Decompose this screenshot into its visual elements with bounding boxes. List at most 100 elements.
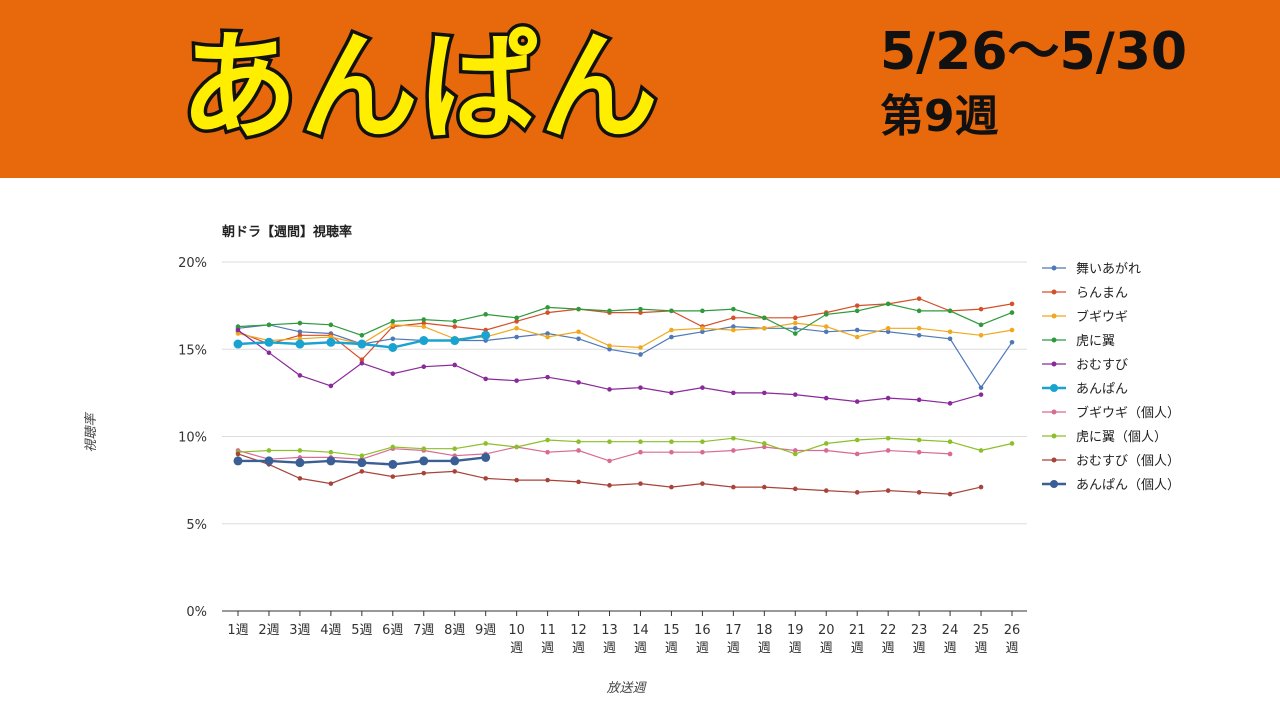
data-point [328,449,334,455]
data-point [823,448,829,453]
legend-item: あんぱん [1042,382,1128,397]
x-axis-ticks: 1週 2週 3週 4週 5週 6週 7週 8週 9週 10 週 11 週 12 週 13 週 14 週 15 週 16 週 1… [227,611,1020,656]
legend-label: 虎に翼 [1076,334,1115,349]
data-point [388,459,398,469]
data-point [731,448,736,453]
header-banner: あんぱん 5/26～5/30 第9週 [0,0,1280,178]
x-tick-label: 6週 [382,623,403,638]
data-point [947,329,953,335]
data-point [390,444,396,450]
data-point [854,327,860,333]
data-point [421,446,427,452]
data-point [359,469,365,474]
data-point [452,362,458,368]
data-point [388,343,398,353]
legend-item: 舞いあがれ [1042,262,1141,277]
data-point [762,315,767,321]
data-point [978,385,984,390]
data-point [545,334,550,340]
data-point [297,332,303,338]
x-tick-label: 22 週 [880,623,897,656]
series-group [233,296,1015,497]
data-point [421,470,427,476]
data-point [1009,327,1015,333]
data-point [607,439,612,445]
gridlines [222,261,1027,612]
legend-item: おむすび（個人） [1042,454,1180,469]
week-label: 第9週 [880,91,999,142]
data-point [669,390,674,396]
data-point [514,378,519,383]
data-point [266,350,272,356]
data-point [638,345,643,350]
legend-item: あんぱん（個人） [1042,478,1180,493]
legend-item: らんまん [1042,286,1128,301]
data-point [731,324,736,329]
series-line [237,322,1013,349]
data-point [638,306,643,312]
data-point [357,458,367,468]
y-axis-ticks: 0% 5% 10% 15% 20% [178,256,207,620]
data-point [947,451,953,457]
legend-label: 虎に翼（個人） [1076,430,1167,445]
data-point [1009,301,1015,307]
data-point [328,383,334,389]
data-point [700,481,705,486]
legend-label: おむすび [1076,358,1128,373]
data-point [545,305,550,310]
x-tick-label: 12 週 [570,623,587,656]
data-point [916,437,922,443]
x-tick-label: 11 週 [539,623,556,656]
data-point [233,456,243,466]
data-point [792,451,798,457]
data-point [762,390,767,396]
data-point [357,339,367,349]
data-point [823,488,829,493]
data-point [514,315,519,321]
data-point [669,327,674,333]
data-point [854,490,860,495]
data-point [916,490,922,495]
legend-swatch-marker [1051,361,1057,367]
series-6 [233,330,491,353]
data-point [762,326,767,331]
x-tick-label: 2週 [258,623,279,638]
legend-item: 虎に翼 [1042,334,1115,349]
data-point [947,439,953,445]
data-point [792,331,798,336]
drama-title: あんぱん [176,15,661,160]
data-point [700,308,705,314]
x-tick-label: 1週 [227,623,248,638]
data-point [947,401,953,406]
data-point [885,301,891,307]
data-point [762,444,767,450]
data-point [792,320,798,326]
data-point [792,315,798,321]
data-point [854,334,860,340]
x-tick-label: 17 週 [725,623,742,656]
data-point [607,483,612,488]
data-point [514,326,519,331]
data-point [669,308,674,314]
data-point [854,451,860,457]
data-point [762,441,767,446]
data-point [916,296,922,301]
x-tick-label: 23 週 [911,623,928,656]
data-point [947,308,953,314]
y-tick-label: 20% [178,256,207,271]
legend-swatch-marker [1051,289,1057,295]
data-point [266,322,272,328]
legend-label: ブギウギ（個人） [1076,405,1180,421]
data-point [854,437,860,443]
data-point [854,399,860,404]
x-tick-label: 19 週 [787,623,804,656]
data-point [297,476,303,481]
data-point [854,303,860,308]
data-point [576,306,581,312]
legend-label: おむすび（個人） [1076,454,1180,469]
data-point [823,329,829,335]
legend-item: 虎に翼（個人） [1042,430,1167,445]
data-point [359,357,365,363]
y-tick-label: 5% [186,518,207,533]
